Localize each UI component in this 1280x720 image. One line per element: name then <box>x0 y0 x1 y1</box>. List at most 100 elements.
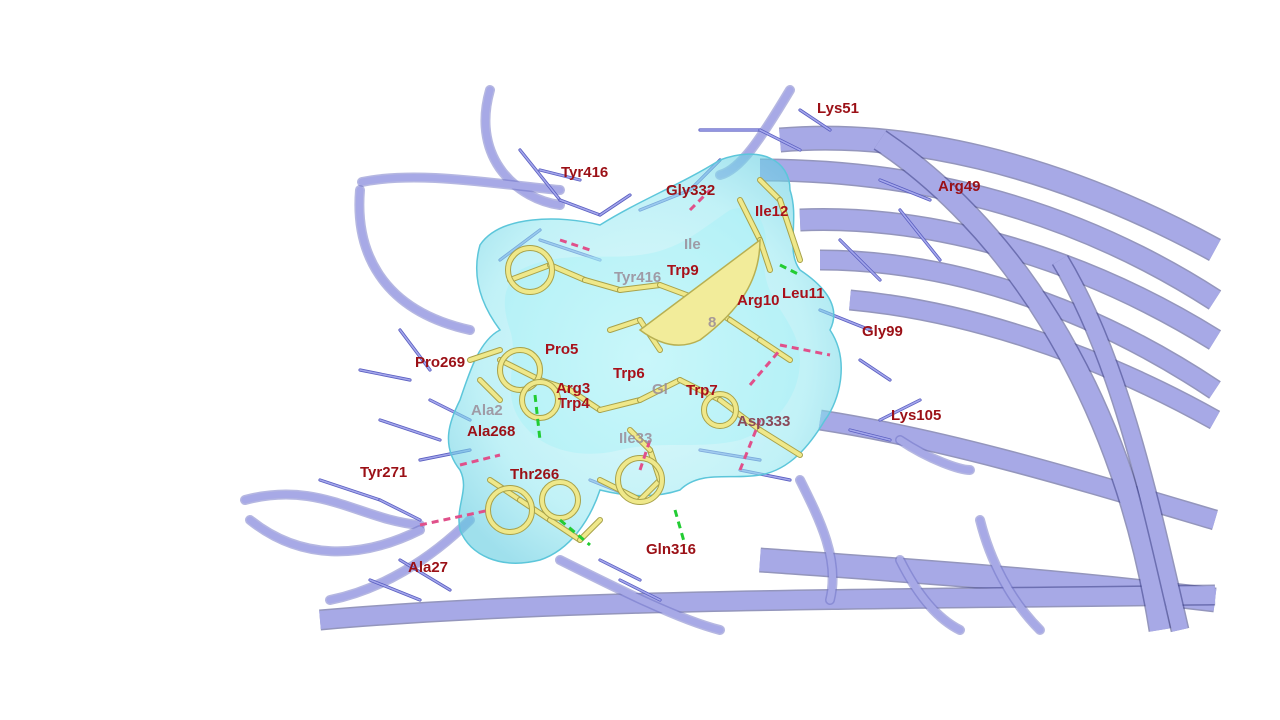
receptor-bond-highlight <box>599 194 631 216</box>
receptor-bond-highlight <box>859 359 891 381</box>
hydrophobic-contact <box>638 439 652 471</box>
sheet-strand <box>779 127 1221 260</box>
receptor-label-tyr271: Tyr271 <box>360 464 408 481</box>
receptor-bond-highlight <box>599 559 641 581</box>
ligand-bond <box>598 398 642 412</box>
protein-loop <box>896 436 974 474</box>
receptor-label-thr266: Thr266 <box>510 466 560 483</box>
protein-loop <box>241 490 424 529</box>
ligand-bond <box>758 178 782 202</box>
receptor-bond-highlight <box>559 199 601 216</box>
receptor-label-asp333: Asp333 <box>737 413 791 430</box>
receptor-bond-highlight <box>379 419 441 441</box>
sheet-strand <box>319 586 1216 629</box>
receptor-bond-highlight <box>839 239 881 281</box>
receptor-label-ala268: Ala268 <box>467 423 516 440</box>
ligand-label-leu11: Leu11 <box>782 285 825 302</box>
hydrophobic-contact <box>559 238 591 252</box>
ligand-helix <box>638 238 761 346</box>
ligand-ring <box>702 392 738 428</box>
hydrophobic-contact <box>459 453 501 467</box>
receptor-label-tyr416: Tyr416 <box>561 164 609 181</box>
ligand-bond <box>638 378 682 402</box>
sheet-strand <box>1053 255 1188 632</box>
sheet-strand <box>759 160 1221 309</box>
ligand-bond <box>578 518 602 542</box>
receptor-bond-highlight <box>379 499 421 521</box>
sheet-strand <box>874 131 1170 632</box>
receptor-bond-highlight <box>519 149 561 201</box>
ligand-bond <box>498 358 542 382</box>
ligand-bond <box>738 198 762 242</box>
ligand-label-trp9: Trp9 <box>667 262 699 279</box>
ligand-bond <box>618 283 662 292</box>
hydrophobic-contact <box>738 419 762 471</box>
ligand-label-pro5: Pro5 <box>545 341 579 358</box>
sheet-strand <box>818 411 1218 529</box>
ligand-bond <box>468 348 502 362</box>
receptor-bond-highlight <box>849 429 891 441</box>
ligand-ring <box>498 348 542 392</box>
ligand-bond <box>608 318 642 332</box>
ligand-bond <box>718 398 762 432</box>
receptor-bond-highlight <box>399 559 451 591</box>
receptor-label-gly99: Gly99 <box>862 323 903 340</box>
ligand-label-ile12: Ile12 <box>755 203 789 220</box>
receptor-bond-highlight <box>799 109 831 131</box>
hydrophobic-contact <box>779 343 831 357</box>
sheet-strand <box>819 251 1220 398</box>
ligand-bond <box>568 388 602 412</box>
receptor-bond-highlight <box>369 579 421 601</box>
hydrophobic-contact <box>748 349 782 386</box>
faded-label-ile: Ile <box>684 236 701 253</box>
sheet-strand <box>849 291 1220 428</box>
ligand-ring <box>486 486 534 534</box>
receptor-bond-highlight <box>879 179 931 201</box>
ligand-label-trp4: Trp4 <box>558 395 590 412</box>
receptor-label-pro269: Pro269 <box>415 354 466 371</box>
ligand-bond <box>758 338 792 362</box>
ligand-bond <box>548 518 582 542</box>
ligand-label-arg3: Arg3 <box>556 380 591 397</box>
receptor-bond-highlight <box>399 329 431 371</box>
hydrogen-bond <box>559 518 591 547</box>
ligand-bond <box>508 263 552 282</box>
ligand-ring <box>506 246 554 294</box>
protein-loop <box>796 476 837 604</box>
receptor-label-ala27: Ala27 <box>408 559 449 576</box>
ligand-bond <box>478 378 502 402</box>
faded-label-8: 8 <box>708 314 717 331</box>
protein-loop <box>326 516 474 604</box>
receptor-label-gln316: Gln316 <box>646 541 697 558</box>
ligand-bond <box>728 318 762 342</box>
protein-loop <box>976 516 1044 634</box>
hydrogen-bond <box>533 394 542 441</box>
ligand-sticks <box>467 177 803 543</box>
ligand-bond <box>758 428 802 457</box>
protein-loop <box>556 556 724 634</box>
ligand-ring <box>616 456 664 504</box>
ligand-bond <box>778 198 802 262</box>
receptor-bond-highlight <box>359 369 411 381</box>
receptor-bond-highlight <box>319 479 381 501</box>
hydrogen-bond <box>673 509 687 546</box>
faded-label-tyr416: Tyr416 <box>614 269 662 286</box>
protein-loop <box>896 556 964 634</box>
faded-label-gl: Gl <box>652 381 668 398</box>
receptor-bond-highlight <box>879 399 921 421</box>
receptor-label-gly332: Gly332 <box>666 182 716 199</box>
interaction-lines <box>419 188 831 547</box>
receptor-bond-highlight <box>539 169 581 181</box>
receptor-label-lys105: Lys105 <box>891 407 942 424</box>
ligand-bond <box>638 478 662 502</box>
ligand-bond <box>758 238 772 272</box>
receptor-bond-highlight <box>619 579 661 601</box>
hydrogen-bond <box>779 263 801 277</box>
receptor-label-lys51: Lys51 <box>817 100 859 117</box>
ligand-label-arg10: Arg10 <box>737 292 780 309</box>
protein-ribbon-layer <box>240 85 1222 635</box>
ligand-bond <box>548 263 587 282</box>
ligand-bond <box>583 278 622 292</box>
ligand-label-trp7: Trp7 <box>686 382 718 399</box>
